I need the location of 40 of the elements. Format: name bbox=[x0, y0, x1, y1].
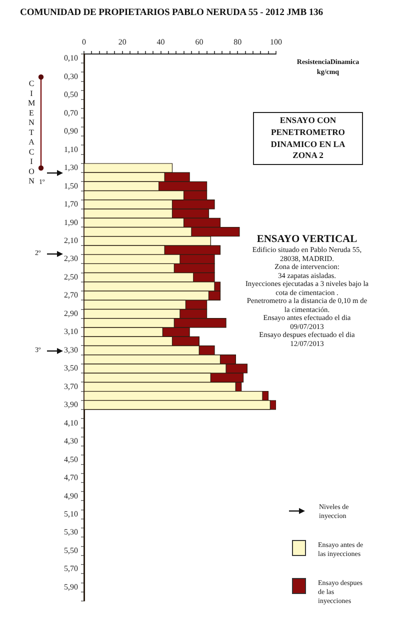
y-tick-label: 0,30 bbox=[64, 72, 78, 81]
y-tick-label: 5,70 bbox=[64, 564, 78, 574]
x-tick-label: 20 bbox=[118, 37, 126, 46]
y-tick-label: 2,90 bbox=[64, 308, 78, 318]
y-tick-label: 2,10 bbox=[64, 236, 78, 245]
text: ENSAYO CON PENETROMETRO DINAMICO EN LA ZONA 2 bbox=[270, 115, 346, 162]
y-tick-label: 5,90 bbox=[64, 582, 78, 592]
y-tick-label: 1,50 bbox=[64, 181, 78, 190]
y-tick-label: 0,10 bbox=[64, 54, 78, 63]
y-tick-label: 0,70 bbox=[64, 108, 78, 118]
y-tick-label: 2,50 bbox=[64, 272, 78, 282]
y-tick-label: 1,70 bbox=[64, 200, 78, 209]
y-tick-label: 4,90 bbox=[64, 491, 78, 500]
y-tick-label: 3,10 bbox=[64, 327, 78, 336]
x-tick-label: 80 bbox=[234, 37, 242, 46]
x-tick-label: 40 bbox=[156, 37, 165, 46]
y-tick-label: 0,50 bbox=[64, 90, 78, 100]
y-tick-label: 2,30 bbox=[64, 254, 78, 264]
y-tick-label: 1,10 bbox=[64, 144, 78, 154]
y-tick-label: 5,30 bbox=[64, 528, 78, 537]
y-tick-label: 0,90 bbox=[64, 126, 78, 136]
x-tick-label: 100 bbox=[270, 37, 282, 46]
x-tick-label: 60 bbox=[195, 37, 204, 46]
x-tick-label: 0 bbox=[82, 37, 86, 46]
y-tick-label: 1,30 bbox=[64, 163, 78, 172]
y-tick-label: 4,50 bbox=[64, 454, 78, 464]
y-tick-label: 3,50 bbox=[64, 364, 78, 373]
y-tick-label: 4,70 bbox=[64, 473, 78, 482]
y-tick-label: 5,50 bbox=[64, 546, 78, 555]
y-tick-label: 4,10 bbox=[64, 418, 78, 428]
y-tick-label: 5,10 bbox=[64, 509, 78, 518]
y-tick-label: 3,70 bbox=[64, 382, 78, 391]
y-tick-label: 2,70 bbox=[64, 290, 78, 300]
text: CIMENTACION bbox=[27, 79, 36, 186]
y-tick-label: 3,90 bbox=[64, 400, 78, 410]
annotation: ENSAYO VERTICAL bbox=[256, 233, 358, 246]
chart-title: COMUNIDAD DE PROPIETARIOS PABLO NERUDA 55 - 2012 JMB 136 bbox=[20, 7, 323, 18]
y-tick-label: 4,30 bbox=[64, 436, 78, 446]
y-tick-label: 3,30 bbox=[64, 345, 78, 354]
y-tick-label: 1,90 bbox=[64, 218, 78, 227]
